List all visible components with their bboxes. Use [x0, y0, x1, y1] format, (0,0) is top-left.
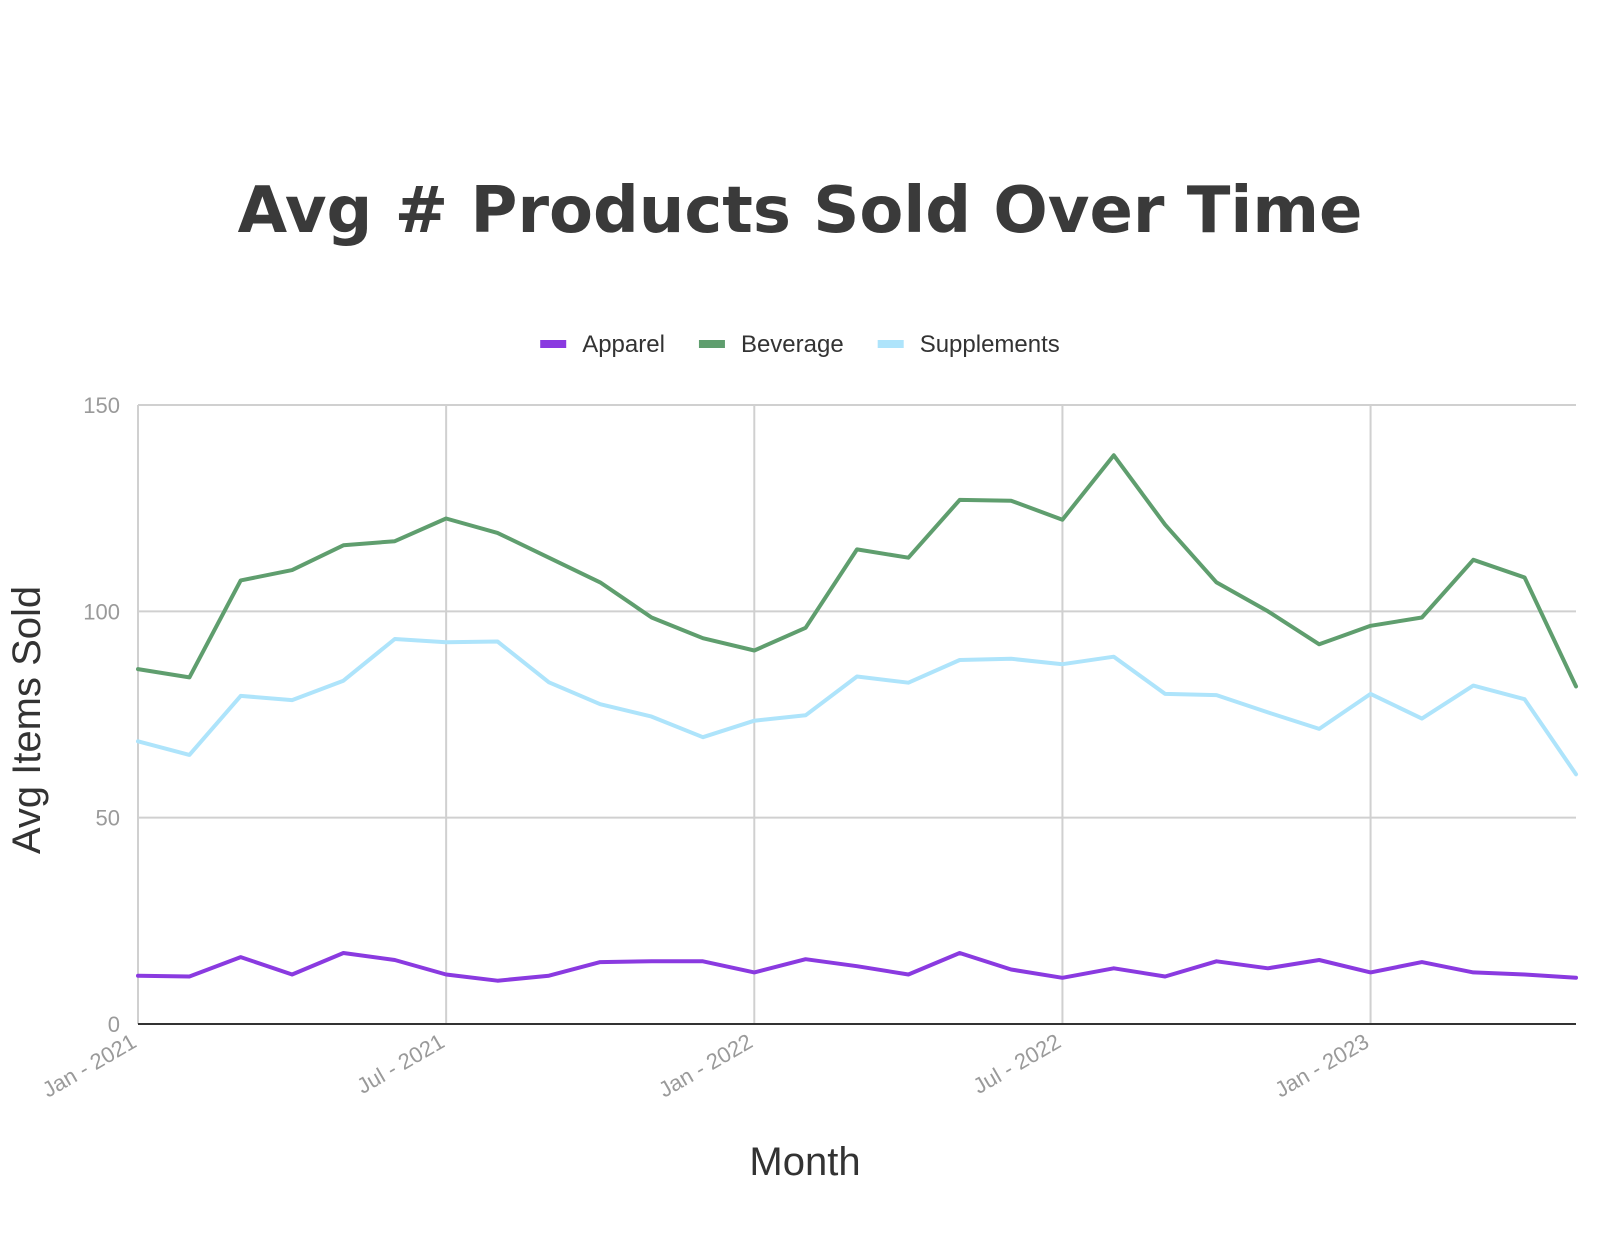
grid: [137, 404, 1576, 1024]
y-tick-label: 100: [83, 599, 120, 624]
y-tick-label: 50: [96, 806, 120, 831]
series-line-apparel: [136, 951, 1578, 983]
axes: 0 50 100 150 Jan - 2021 Jul - 2021 Jan - 2022 J…: [38, 393, 1576, 1102]
legend-label: Beverage: [741, 331, 844, 358]
legend-item-supplements: Supplements: [877, 331, 1060, 358]
x-tick-label: Jul - 2021: [352, 1029, 448, 1099]
series-line-beverage: [136, 453, 1578, 689]
legend-swatch: [540, 340, 567, 348]
legend-label: Supplements: [920, 331, 1060, 358]
y-tick-label: 0: [108, 1012, 120, 1037]
y-tick-label: 150: [83, 393, 120, 418]
legend-item-apparel: Apparel: [540, 331, 665, 358]
legend-label: Apparel: [582, 331, 665, 358]
chart-title: Avg # Products Sold Over Time: [238, 174, 1363, 248]
x-axis-title: Month: [749, 1140, 860, 1184]
legend-item-beverage: Beverage: [698, 331, 844, 358]
series-line-supplements: [136, 637, 1578, 777]
x-tick-label: Jan - 2021: [38, 1029, 141, 1103]
legend-swatch: [698, 340, 725, 348]
x-tick-label: Jan - 2023: [1271, 1029, 1374, 1103]
x-tick-label: Jul - 2022: [969, 1029, 1065, 1099]
x-tick-label: Jan - 2022: [654, 1029, 757, 1103]
legend-swatch: [877, 340, 904, 348]
y-axis-title: Avg Items Sold: [5, 586, 49, 854]
legend: Apparel Beverage Supplements: [540, 331, 1060, 358]
series-layer: [136, 453, 1578, 983]
